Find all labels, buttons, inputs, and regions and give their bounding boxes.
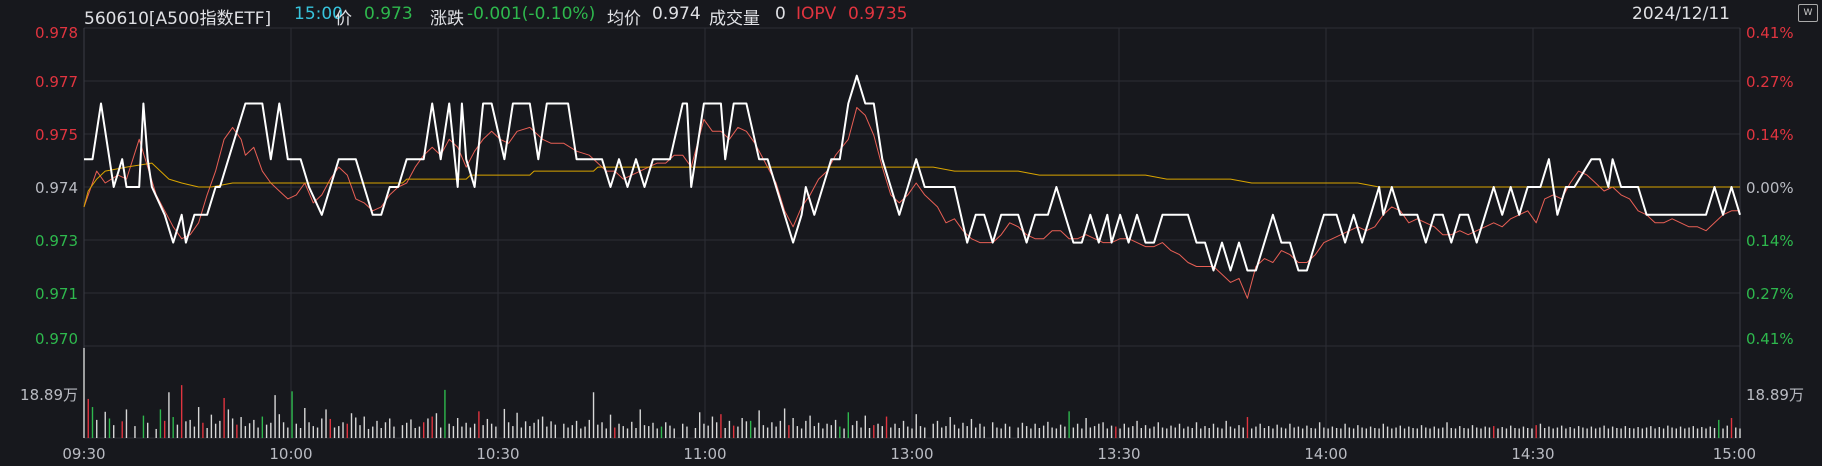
- x-tick-label: 14:30: [1511, 445, 1554, 463]
- grid-lines: [83, 27, 1741, 439]
- y-tick-right: 0.41%: [1746, 330, 1794, 348]
- iopv-label: IOPV: [796, 4, 837, 24]
- y-tick-left: 0.974: [35, 179, 78, 197]
- avg-price-label: 均价: [607, 9, 641, 29]
- axis-labels: 0.978 0.41% 0.977 0.27% 0.975 0.14% 0.974 0.00%…: [20, 24, 1804, 463]
- y-tick-right: 0.27%: [1746, 73, 1794, 91]
- x-tick-label: 10:30: [476, 445, 519, 463]
- volume-scale-left: 18.89万: [20, 386, 78, 404]
- quote-date: 2024/12/11: [1632, 4, 1730, 24]
- y-tick-right: 0.14%: [1746, 126, 1794, 144]
- change-label: 涨跌: [430, 9, 464, 29]
- price-value: 0.973: [364, 4, 413, 24]
- x-tick-label: 09:30: [62, 445, 105, 463]
- volume-value: 0: [775, 4, 786, 24]
- y-tick-left: 0.975: [35, 126, 78, 144]
- volume-scale-right: 18.89万: [1746, 386, 1804, 404]
- volume-bars: [83, 347, 1741, 438]
- y-tick-right: 0.27%: [1746, 285, 1794, 303]
- volume-label: 成交量: [709, 9, 760, 29]
- iopv-line: [83, 107, 1740, 299]
- price-lines: [83, 74, 1741, 299]
- y-tick-right: 0.14%: [1746, 232, 1794, 250]
- y-tick-left: 0.978: [35, 24, 78, 42]
- change-value: -0.001(-0.10%): [467, 4, 596, 24]
- price-label: 价: [335, 9, 352, 29]
- y-tick-left: 0.973: [35, 232, 78, 250]
- x-tick-label: 15:00: [1713, 445, 1756, 463]
- price-line: [84, 74, 1741, 272]
- x-tick-label: 13:00: [890, 445, 933, 463]
- y-tick-right: 0.41%: [1746, 24, 1794, 42]
- y-tick-right: 0.00%: [1746, 179, 1794, 197]
- x-tick-label: 14:00: [1304, 445, 1347, 463]
- y-tick-left: 0.971: [35, 285, 78, 303]
- security-name: 560610[A500指数ETF]: [84, 9, 272, 29]
- y-tick-left: 0.977: [35, 73, 78, 91]
- x-tick-label: 10:00: [269, 445, 312, 463]
- x-tick-label: 11:00: [683, 445, 726, 463]
- y-tick-left: 0.970: [35, 330, 78, 348]
- average-price-line: [83, 162, 1740, 208]
- quote-header: 560610[A500指数ETF] 15:00 价 0.973 涨跌 -0.00…: [0, 0, 1822, 29]
- x-tick-label: 13:30: [1097, 445, 1140, 463]
- iopv-value: 0.9735: [848, 4, 908, 24]
- window-corner-icon[interactable]: W: [1798, 4, 1818, 22]
- quote-time: 15:00: [294, 4, 343, 24]
- avg-price-value: 0.974: [652, 4, 701, 24]
